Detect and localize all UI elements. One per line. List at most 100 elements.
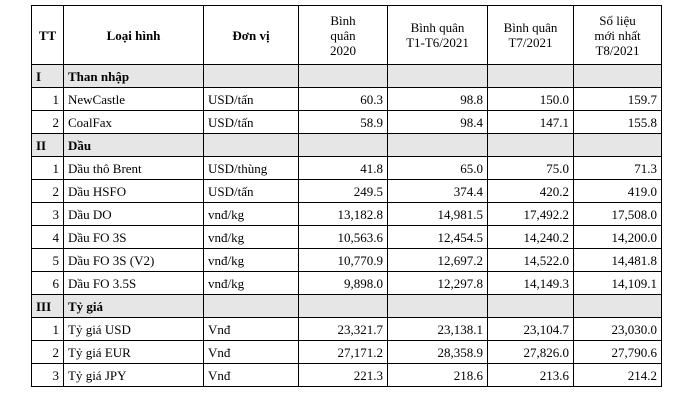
row-avg-2020: 60.3 xyxy=(298,87,388,111)
group-cell-empty xyxy=(487,133,574,157)
row-avg-jul-2021: 420.2 xyxy=(487,179,574,203)
row-avg-h1-2021: 65.0 xyxy=(387,156,488,180)
header-line: Bình xyxy=(330,12,356,28)
row-avg-2020: 13,182.8 xyxy=(298,202,388,226)
row-avg-h1-2021: 14,981.5 xyxy=(387,202,488,226)
row-unit: Vnđ xyxy=(203,317,299,341)
row-avg-2020: 10,563.6 xyxy=(298,225,388,249)
row-latest-aug-2021: 23,030.0 xyxy=(573,317,662,341)
table-row: 1 Dầu thô Brent USD/thùng 41.8 65.0 75.0 71.3 xyxy=(31,156,662,180)
row-unit: Vnđ xyxy=(203,340,299,364)
row-avg-jul-2021: 147.1 xyxy=(487,110,574,134)
row-number: 3 xyxy=(31,202,64,226)
row-number: 2 xyxy=(31,110,64,134)
row-unit: vnđ/kg xyxy=(203,271,299,295)
row-avg-h1-2021: 23,138.1 xyxy=(387,317,488,341)
group-row: II Dầu xyxy=(31,133,662,157)
row-type: Dầu FO 3S xyxy=(63,225,204,249)
header-avg-jul-2021: Bình quân T7/2021 xyxy=(487,5,574,65)
row-avg-2020: 221.3 xyxy=(298,363,388,387)
group-name: Tỷ giá xyxy=(63,294,204,318)
header-line: T7/2021 xyxy=(508,35,553,50)
header-latest-aug-2021: Số liệu mới nhất T8/2021 xyxy=(573,5,662,65)
group-row: III Tỷ giá xyxy=(31,294,662,318)
row-avg-h1-2021: 98.8 xyxy=(387,87,488,111)
row-number: 1 xyxy=(31,317,64,341)
header-avg-h1-2021: Bình quân T1-T6/2021 xyxy=(387,5,488,65)
row-unit: USD/tấn xyxy=(203,110,299,134)
group-roman: I xyxy=(31,64,64,88)
table-row: 2 Tỷ giá EUR Vnđ 27,171.2 28,358.9 27,826.0 27… xyxy=(31,340,662,364)
row-latest-aug-2021: 419.0 xyxy=(573,179,662,203)
row-avg-jul-2021: 23,104.7 xyxy=(487,317,574,341)
row-latest-aug-2021: 14,481.8 xyxy=(573,248,662,272)
group-cell-empty xyxy=(387,133,488,157)
row-type: Dầu thô Brent xyxy=(63,156,204,180)
row-avg-jul-2021: 213.6 xyxy=(487,363,574,387)
row-type: CoalFax xyxy=(63,110,204,134)
group-unit-empty xyxy=(203,294,299,318)
group-roman: II xyxy=(31,133,64,157)
row-type: NewCastle xyxy=(63,87,204,111)
row-avg-h1-2021: 12,697.2 xyxy=(387,248,488,272)
row-latest-aug-2021: 14,200.0 xyxy=(573,225,662,249)
group-name: Dầu xyxy=(63,133,204,157)
row-avg-h1-2021: 12,454.5 xyxy=(387,225,488,249)
header-line: quân xyxy=(330,27,356,43)
row-avg-2020: 58.9 xyxy=(298,110,388,134)
group-unit-empty xyxy=(203,64,299,88)
table-row: 2 Dầu HSFO USD/tấn 249.5 374.4 420.2 419.0 xyxy=(31,179,662,203)
row-number: 2 xyxy=(31,340,64,364)
row-avg-2020: 249.5 xyxy=(298,179,388,203)
row-type: Tỷ giá EUR xyxy=(63,340,204,364)
row-number: 2 xyxy=(31,179,64,203)
row-avg-2020: 41.8 xyxy=(298,156,388,180)
row-avg-jul-2021: 14,522.0 xyxy=(487,248,574,272)
row-number: 6 xyxy=(31,271,64,295)
row-latest-aug-2021: 214.2 xyxy=(573,363,662,387)
group-cell-empty xyxy=(387,64,488,88)
price-table: TT Loại hình Đơn vị Bình quân 2020 Bình qu… xyxy=(31,5,662,387)
table-row: 5 Dầu FO 3S (V2) vnđ/kg 10,770.9 12,697.2 14,… xyxy=(31,248,662,272)
row-number: 1 xyxy=(31,156,64,180)
header-unit: Đơn vị xyxy=(203,5,299,65)
row-latest-aug-2021: 27,790.6 xyxy=(573,340,662,364)
group-unit-empty xyxy=(203,133,299,157)
group-roman: III xyxy=(31,294,64,318)
row-avg-jul-2021: 150.0 xyxy=(487,87,574,111)
row-unit: USD/tấn xyxy=(203,87,299,111)
row-type: Tỷ giá USD xyxy=(63,317,204,341)
header-line: Số liệu xyxy=(599,12,636,28)
header-line: mới nhất xyxy=(594,27,641,43)
group-cell-empty xyxy=(487,294,574,318)
group-cell-empty xyxy=(298,294,388,318)
row-type: Dầu HSFO xyxy=(63,179,204,203)
row-unit: vnđ/kg xyxy=(203,248,299,272)
table-row: 4 Dầu FO 3S vnđ/kg 10,563.6 12,454.5 14,240.2… xyxy=(31,225,662,249)
row-latest-aug-2021: 17,508.0 xyxy=(573,202,662,226)
row-type: Tỷ giá JPY xyxy=(63,363,204,387)
row-unit: vnđ/kg xyxy=(203,225,299,249)
group-cell-empty xyxy=(487,64,574,88)
row-avg-h1-2021: 28,358.9 xyxy=(387,340,488,364)
row-number: 4 xyxy=(31,225,64,249)
table-row: 6 Dầu FO 3.5S vnđ/kg 9,898.0 12,297.8 14,149.… xyxy=(31,271,662,295)
row-latest-aug-2021: 71.3 xyxy=(573,156,662,180)
group-name: Than nhập xyxy=(63,64,204,88)
header-row: TT Loại hình Đơn vị Bình quân 2020 Bình qu… xyxy=(31,5,662,65)
row-avg-2020: 10,770.9 xyxy=(298,248,388,272)
header-line: T1-T6/2021 xyxy=(406,35,469,50)
table-row: 1 NewCastle USD/tấn 60.3 98.8 150.0 159.7 xyxy=(31,87,662,111)
row-number: 1 xyxy=(31,87,64,111)
row-avg-jul-2021: 17,492.2 xyxy=(487,202,574,226)
header-line: 2020 xyxy=(330,42,356,58)
row-number: 5 xyxy=(31,248,64,272)
header-line: T8/2021 xyxy=(595,42,640,58)
header-line: Bình quân xyxy=(503,20,558,35)
header-line: Bình quân xyxy=(410,20,465,35)
row-number: 3 xyxy=(31,363,64,387)
group-cell-empty xyxy=(298,133,388,157)
row-latest-aug-2021: 159.7 xyxy=(573,87,662,111)
table-body: I Than nhập 1 NewCastle USD/tấn 60.3 98.8 150.0… xyxy=(31,64,662,387)
row-avg-2020: 23,321.7 xyxy=(298,317,388,341)
